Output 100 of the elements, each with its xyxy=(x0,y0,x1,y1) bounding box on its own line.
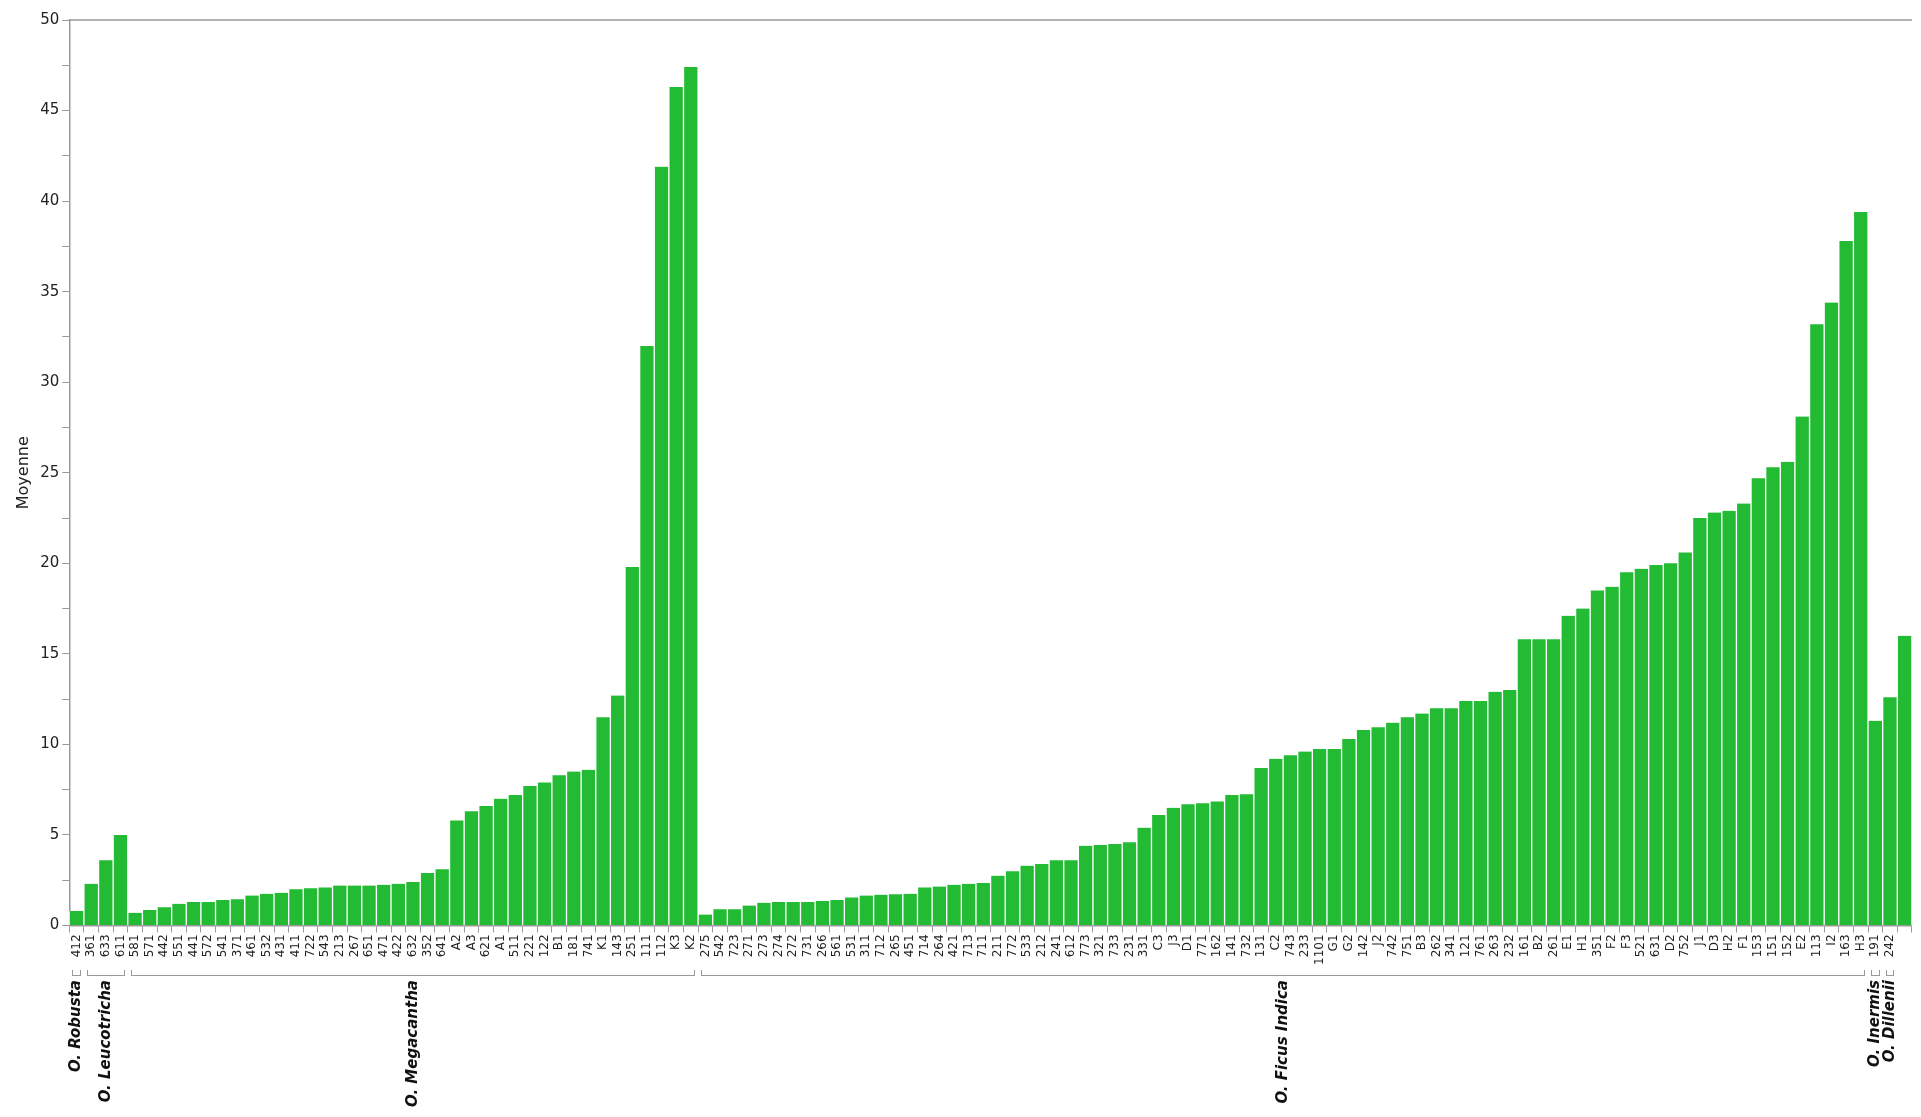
x-tick-label: J3 xyxy=(1165,934,1180,947)
x-tick-label: 713 xyxy=(960,934,975,958)
x-tick-label: F2 xyxy=(1604,934,1619,950)
x-tick-label: 431 xyxy=(273,934,288,958)
x-tick-label: 271 xyxy=(741,934,756,958)
x-tick-label: 264 xyxy=(931,934,946,958)
x-tick-label: 211 xyxy=(990,934,1005,958)
x-tick-label: D3 xyxy=(1706,934,1721,952)
x-tick-label: 241 xyxy=(1048,934,1063,958)
x-tick-label: 1101 xyxy=(1311,934,1326,966)
x-tick-label: 352 xyxy=(419,934,434,958)
x-tick-label: 232 xyxy=(1501,934,1516,958)
x-tick-label: 772 xyxy=(1004,934,1019,958)
y-tick-label: 45 xyxy=(40,100,60,119)
y-tick-label: 25 xyxy=(40,462,60,481)
x-tick-label: 741 xyxy=(580,934,595,958)
x-tick-label: C3 xyxy=(1150,934,1165,951)
x-tick-label: 153 xyxy=(1750,934,1765,958)
x-tick-label: 143 xyxy=(609,934,624,958)
x-tick-label: 621 xyxy=(478,934,493,958)
x-tick-label: 422 xyxy=(390,934,405,958)
x-tick-label: 541 xyxy=(214,934,229,958)
x-tick-label: K3 xyxy=(668,934,683,950)
x-tick-label: J2 xyxy=(1370,934,1385,947)
x-tick-label: 191 xyxy=(1867,934,1882,958)
x-tick-label: 131 xyxy=(1253,934,1268,958)
x-tick-label: 561 xyxy=(829,934,844,958)
x-tick-label: F3 xyxy=(1618,934,1633,950)
x-tick-label: 533 xyxy=(1019,934,1034,958)
x-tick-label: 532 xyxy=(258,934,273,958)
x-tick-label: 761 xyxy=(1472,934,1487,958)
x-tick-label: 543 xyxy=(317,934,332,958)
x-tick-label: 213 xyxy=(331,934,346,958)
x-tick-label: 275 xyxy=(697,934,712,958)
x-tick-label: 161 xyxy=(1516,934,1531,958)
x-tick-label: 262 xyxy=(1428,934,1443,958)
x-tick-label: 722 xyxy=(302,934,317,958)
y-axis-title: Moyenne xyxy=(12,436,32,510)
x-tick-label: 141 xyxy=(1224,934,1239,958)
x-tick-label: 542 xyxy=(712,934,727,958)
x-tick-label: 341 xyxy=(1443,934,1458,958)
y-tick-label: 40 xyxy=(40,190,60,209)
x-tick-label: 714 xyxy=(916,934,931,958)
x-tick-label: 641 xyxy=(434,934,449,958)
x-tick-label: H2 xyxy=(1721,934,1736,952)
text: O. Leucotricha xyxy=(95,980,114,1103)
x-tick-label: 751 xyxy=(1399,934,1414,958)
x-tick-label: 142 xyxy=(1355,934,1370,958)
y-tick-label: 30 xyxy=(40,372,60,391)
x-tick-label: 723 xyxy=(726,934,741,958)
x-tick-label: 266 xyxy=(814,934,829,958)
x-tick-label: 163 xyxy=(1838,934,1853,958)
y-tick-label: 10 xyxy=(40,734,60,753)
x-tick-label: 442 xyxy=(156,934,171,958)
x-tick-label: B1 xyxy=(551,934,566,951)
x-tick-label: A2 xyxy=(448,934,463,951)
x-tick-label: 251 xyxy=(624,934,639,958)
x-tick-label: 113 xyxy=(1808,934,1823,958)
x-tick-label: 273 xyxy=(756,934,771,958)
x-tick-label: 231 xyxy=(1121,934,1136,958)
x-tick-label: 441 xyxy=(185,934,200,958)
x-tick-label: 632 xyxy=(405,934,420,958)
x-tick-label: 265 xyxy=(887,934,902,958)
x-tick-label: 272 xyxy=(785,934,800,958)
x-tick-label: 351 xyxy=(1589,934,1604,958)
text: O. Ficus Indica xyxy=(1272,980,1291,1104)
x-tick-label: J1 xyxy=(1691,934,1706,947)
x-tick-label: H3 xyxy=(1852,934,1867,952)
y-tick-label: 35 xyxy=(40,281,60,300)
x-tick-label: 221 xyxy=(522,934,537,958)
x-tick-label: 274 xyxy=(770,934,785,958)
x-tick-label: 732 xyxy=(1238,934,1253,958)
x-tick-label: 112 xyxy=(653,934,668,958)
x-tick-label: B2 xyxy=(1531,934,1546,951)
y-tick-label: 20 xyxy=(40,553,60,572)
x-tick-label: G2 xyxy=(1341,934,1356,952)
x-tick-label: 633 xyxy=(97,934,112,958)
x-tick-label: 611 xyxy=(112,934,127,958)
x-tick-label: 162 xyxy=(1209,934,1224,958)
x-tick-label: I2 xyxy=(1823,934,1838,946)
x-tick-label: B3 xyxy=(1414,934,1429,951)
x-tick-label: A3 xyxy=(463,934,478,951)
x-tick-label: H1 xyxy=(1575,934,1589,952)
x-tick-label: 152 xyxy=(1779,934,1794,958)
x-tick-label: 521 xyxy=(1633,934,1648,958)
x-tick-label: E2 xyxy=(1794,934,1809,950)
x-tick-label: F1 xyxy=(1735,934,1750,950)
x-tick-label: 263 xyxy=(1487,934,1502,958)
x-tick-label: 581 xyxy=(127,934,142,958)
x-tick-label: 151 xyxy=(1765,934,1780,958)
x-tick-label: 111 xyxy=(639,934,654,958)
y-tick-label: 15 xyxy=(40,643,60,662)
x-tick-label: 651 xyxy=(361,934,376,958)
x-tick-label: 771 xyxy=(1194,934,1209,958)
x-tick-label: 471 xyxy=(375,934,390,958)
x-tick-label: 412 xyxy=(68,934,83,958)
x-tick-label: 311 xyxy=(858,934,873,958)
x-tick-label: G1 xyxy=(1326,934,1341,952)
x-tick-label: 631 xyxy=(1648,934,1663,958)
x-tick-label: 612 xyxy=(1063,934,1078,958)
